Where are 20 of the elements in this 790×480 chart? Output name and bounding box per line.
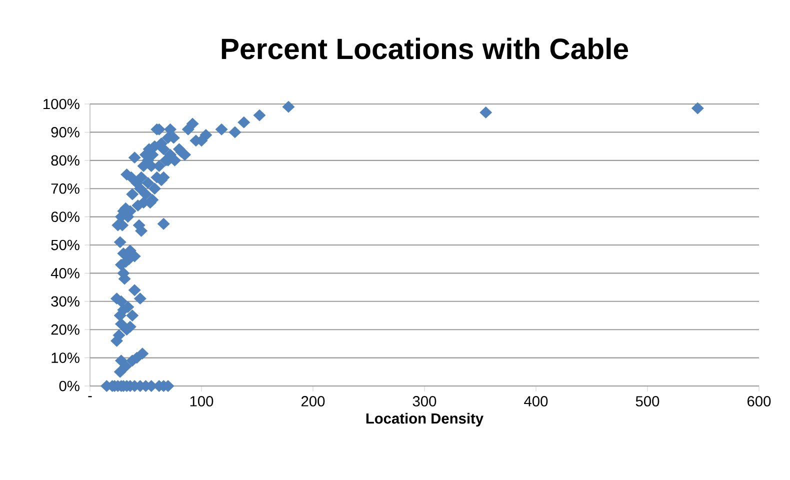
y-tick-label: 100% [44, 98, 80, 110]
y-tick-label: 10% [52, 352, 80, 363]
y-tick-label: 20% [51, 324, 80, 335]
y-tick-label: 50% [51, 240, 80, 250]
x-tick-label: 400 [524, 396, 548, 406]
y-tick-label: 80% [51, 155, 80, 166]
y-tick-label: 0% [59, 380, 80, 392]
y-tick-label: 40% [50, 268, 80, 278]
x-tick-label: 300 [412, 396, 436, 406]
x-axis-title: Location Density [366, 412, 484, 427]
y-tick-label: 90% [51, 127, 80, 138]
x-tick-label: 100 [190, 396, 214, 406]
y-tick-label: 60% [51, 212, 80, 222]
x-tick-label: 600 [748, 396, 771, 406]
x-tick-label: 500 [636, 396, 660, 406]
y-tick-label: 70% [51, 183, 80, 194]
y-tick-label: 30% [51, 296, 80, 307]
chart-title: Percent Locations with Cable [222, 38, 628, 60]
x-tick-label: - [88, 396, 92, 398]
x-tick-label: 200 [301, 396, 325, 406]
